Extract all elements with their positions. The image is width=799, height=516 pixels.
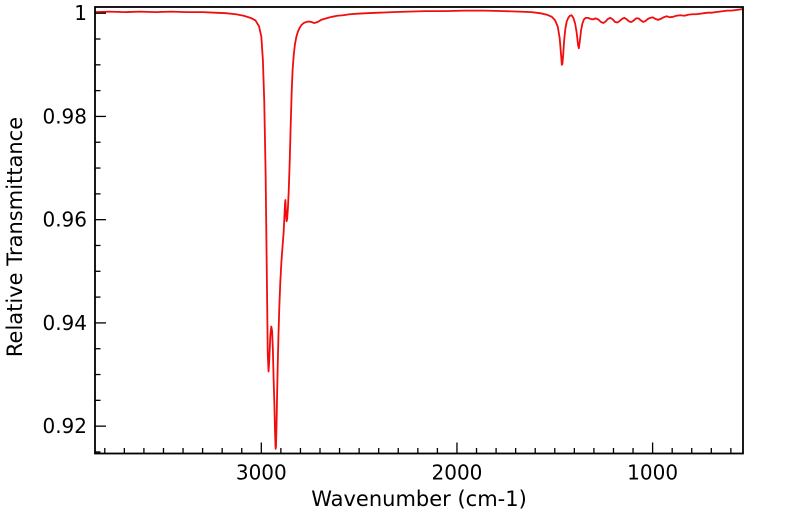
y-tick-label: 0.94	[42, 311, 87, 335]
spectrum-curve-layer	[95, 8, 743, 450]
axes-tick-layer	[95, 12, 732, 454]
x-axis-title: Wavenumber (cm-1)	[311, 487, 527, 511]
spectrum-line	[95, 8, 743, 450]
plot-frame	[94, 6, 744, 455]
y-axis-title: Relative Transmittance	[3, 117, 27, 357]
y-tick-label: 1	[74, 1, 87, 25]
x-tick-label: 1000	[627, 461, 678, 485]
x-tick-label: 3000	[236, 461, 287, 485]
axes-frame-layer	[94, 6, 744, 455]
y-tick-label: 0.98	[42, 104, 87, 128]
x-tick-label: 2000	[432, 461, 483, 485]
axes-tick-label-layer: 3000 2000 1000 1 0.98 0.96 0.94 0.92	[42, 1, 678, 484]
y-tick-label: 0.96	[42, 208, 87, 232]
y-tick-label: 0.92	[42, 414, 87, 438]
